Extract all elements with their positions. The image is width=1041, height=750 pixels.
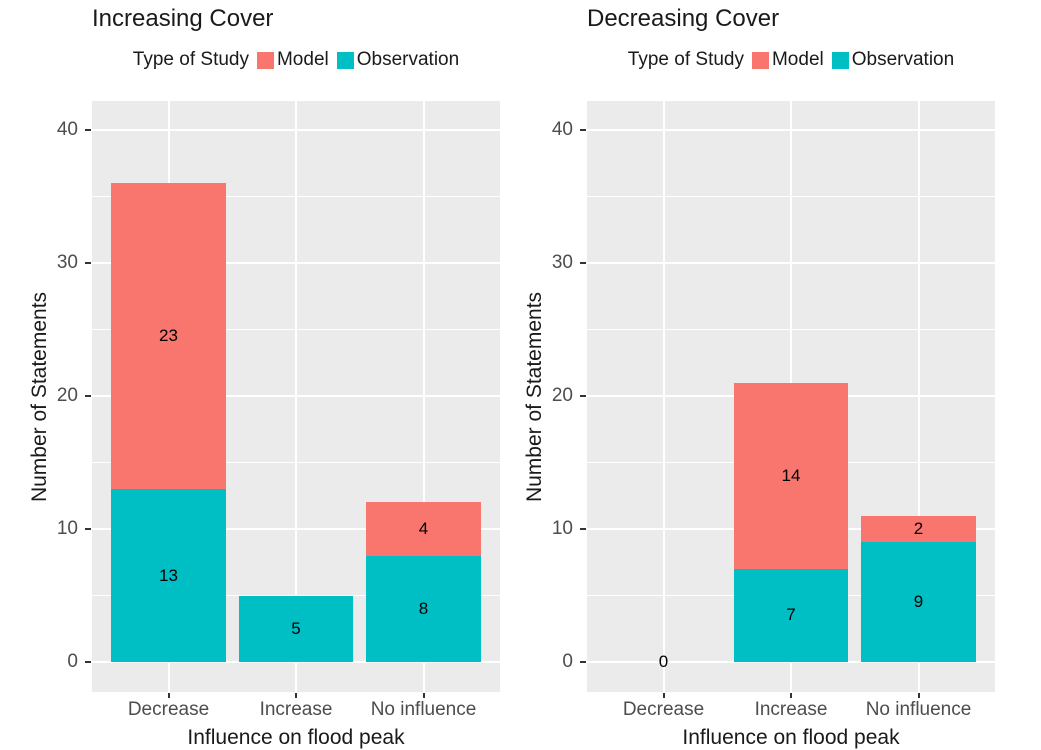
legend-label-observation: Observation: [851, 49, 955, 70]
legend-label-model: Model: [771, 49, 824, 70]
legend-item-observation: Observation: [336, 49, 460, 71]
x-tick-mark: [295, 693, 297, 698]
x-tick-label: No influence: [370, 699, 477, 720]
h-gridline-major: [587, 262, 995, 264]
y-tick-label: 0: [67, 651, 78, 672]
h-gridline-minor: [587, 196, 995, 197]
y-tick-label: 20: [56, 385, 78, 406]
y-tick-mark: [85, 528, 91, 530]
bar-value-label: 4: [418, 519, 429, 538]
bar-value-label: 9: [913, 592, 924, 612]
chart-increasing-cover: Increasing Cover Type of Study Model Obs…: [0, 0, 520, 749]
y-tick-mark: [580, 129, 586, 131]
chart-title: Increasing Cover: [92, 5, 274, 32]
x-axis-title: Influence on flood peak: [682, 726, 900, 749]
bar-value-label: 8: [418, 598, 429, 618]
h-gridline-minor: [587, 329, 995, 330]
h-gridline-major: [92, 262, 500, 264]
bar-value-label: 13: [159, 565, 178, 585]
y-tick-label: 20: [551, 385, 573, 406]
x-tick-mark: [790, 693, 792, 698]
y-tick-mark: [580, 262, 586, 264]
x-tick-mark: [917, 693, 920, 698]
bar-segment-observation: [238, 595, 354, 662]
bar-value-label: 2: [913, 519, 924, 538]
y-tick-label: 30: [551, 252, 573, 273]
observation-color-swatch: [336, 51, 354, 69]
h-gridline-major: [587, 661, 995, 663]
h-gridline-major: [92, 661, 500, 663]
bar-value-label: 0: [658, 652, 669, 671]
bar-value-label: 23: [159, 326, 178, 346]
plot-panel: 0 7 14 9 2: [587, 101, 995, 692]
legend-label-model: Model: [276, 49, 329, 70]
bar-value-label: 7: [786, 605, 796, 625]
y-tick-label: 0: [562, 651, 573, 672]
y-tick-label: 10: [551, 518, 573, 539]
x-tick-label: Increase: [259, 699, 333, 720]
bar-value-label: 5: [291, 618, 301, 638]
bar-segment-observation: [733, 568, 849, 662]
bar-segment-observation: [366, 555, 481, 662]
h-gridline-minor: [92, 329, 500, 330]
model-color-swatch: [256, 51, 274, 69]
legend-item-observation: Observation: [831, 49, 955, 71]
legend-title: Type of Study: [132, 49, 249, 70]
bar-segment-model: [861, 515, 976, 543]
plot-panel: 13 23 5 8 4: [92, 101, 500, 692]
bar-segment-model: [111, 183, 226, 490]
h-gridline-minor: [92, 462, 500, 463]
y-tick-mark: [580, 528, 586, 530]
y-tick-label: 40: [56, 119, 78, 140]
legend-item-model: Model: [751, 49, 824, 71]
chart-decreasing-cover: Decreasing Cover Type of Study Model Obs…: [521, 0, 1041, 749]
y-tick-mark: [580, 661, 586, 663]
x-tick-label: Increase: [754, 699, 828, 720]
h-gridline-major: [92, 528, 500, 530]
x-tick-label: Decrease: [622, 699, 705, 720]
x-tick-label: Decrease: [127, 699, 210, 720]
x-tick-mark: [422, 693, 425, 698]
x-tick-label: No influence: [865, 699, 972, 720]
chart-title: Decreasing Cover: [587, 5, 780, 32]
bar-value-label: 14: [781, 465, 801, 485]
h-gridline-major: [92, 395, 500, 397]
h-gridline-major: [92, 129, 500, 131]
legend: Type of Study Model Observation: [587, 49, 995, 71]
h-gridline-minor: [92, 196, 500, 197]
bar-segment-model: [366, 502, 481, 556]
h-gridline-major: [587, 129, 995, 131]
model-color-swatch: [751, 51, 769, 69]
legend: Type of Study Model Observation: [92, 49, 500, 71]
y-tick-mark: [85, 129, 91, 131]
y-tick-label: 40: [551, 119, 573, 140]
y-tick-mark: [85, 661, 91, 663]
x-axis-title: Influence on flood peak: [187, 726, 405, 749]
x-tick-mark: [662, 693, 665, 698]
bar-segment-model: [733, 382, 849, 569]
y-tick-mark: [85, 262, 91, 264]
y-tick-mark: [580, 395, 586, 397]
y-tick-label: 10: [56, 518, 78, 539]
y-tick-label: 30: [56, 252, 78, 273]
y-tick-mark: [85, 395, 91, 397]
bar-segment-observation: [111, 489, 226, 662]
legend-label-observation: Observation: [356, 49, 460, 70]
observation-color-swatch: [831, 51, 849, 69]
legend-title: Type of Study: [627, 49, 744, 70]
bar-segment-observation: [861, 542, 976, 662]
x-tick-mark: [167, 693, 170, 698]
legend-item-model: Model: [256, 49, 329, 71]
